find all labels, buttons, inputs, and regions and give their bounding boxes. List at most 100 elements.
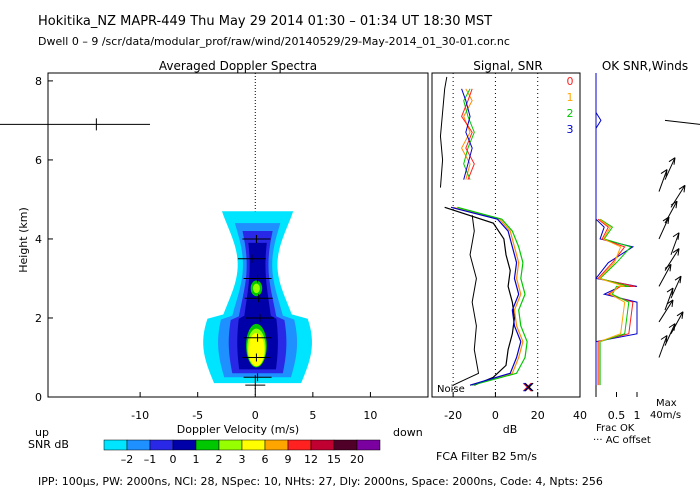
colorbar-swatch-8 — [287, 439, 312, 451]
wind-barb-shaft-13 — [664, 157, 676, 180]
series-label-2: 2 — [567, 107, 574, 120]
spectra-xtick-label-3: 5 — [309, 409, 316, 422]
wind-barb-shaft-12 — [658, 169, 668, 192]
wind-barb-shaft-3 — [658, 299, 674, 323]
colorbar-swatch-10 — [333, 439, 358, 451]
frac-ok-label: Frac OK — [596, 423, 635, 434]
ok-title: OK SNR,Winds — [602, 59, 688, 73]
spectra-ytick-label-2: 4 — [35, 233, 42, 246]
wind-barb-flag2-3 — [671, 299, 674, 307]
noise-label: Noise — [437, 384, 465, 395]
snr-title: Signal, SNR — [473, 59, 542, 73]
wind-barb-flag-12 — [660, 169, 668, 174]
colorbar-label: SNR dB — [28, 438, 69, 451]
noise-line — [452, 215, 480, 386]
wind-barb-flag2-9 — [667, 216, 670, 225]
frac-series-0 — [595, 73, 638, 386]
colorbar-tick-1: –1 — [144, 453, 157, 466]
spectra-panel: -10 -5 0 5 10 0 2 4 6 8 — [0, 72, 429, 422]
colorbar-swatch-3 — [172, 439, 197, 451]
snr-xtick-label-1: 0 — [492, 409, 499, 422]
footer-params: IPP: 100μs, PW: 2000ns, NCI: 28, NSpec: … — [38, 475, 603, 488]
noise-x-b-1 — [523, 382, 533, 392]
colorbar-swatch-2 — [149, 439, 174, 451]
wind-barb-flag2-8 — [677, 232, 680, 240]
colorbar-tick-0: –2 — [121, 453, 134, 466]
colorbar-swatch-6 — [241, 439, 266, 451]
colorbar-swatch-5 — [218, 439, 243, 451]
snr-upper-line-1 — [463, 88, 475, 180]
wind-barb-shaft-7 — [664, 248, 680, 271]
wind-barb-flag2-5 — [679, 276, 682, 284]
ok-top-line — [664, 119, 700, 125]
colorbar-swatch-4 — [195, 439, 220, 451]
spectra-xtick-label-2: 0 — [252, 409, 259, 422]
wind-barb-flag-0 — [660, 335, 668, 340]
wind-barb-flag2-12 — [665, 169, 668, 177]
wind-barb-flag2-7 — [677, 248, 680, 256]
up-label: up — [35, 426, 49, 439]
wind-barb-shaft-5 — [670, 276, 682, 299]
snr-upper-line-0 — [461, 88, 473, 180]
snr-xlabel: dB — [503, 423, 518, 436]
wind-barb-shaft-6 — [658, 264, 672, 287]
wind-barb-flag2-0 — [665, 335, 668, 343]
wind-barb-flag-8 — [672, 232, 680, 238]
ok-xtick-label-0: 0.5 — [608, 409, 626, 422]
filter-label: FCA Filter B2 5m/s — [436, 450, 537, 463]
wind-barb-flag2-6 — [669, 264, 672, 272]
colorbar-swatch-11 — [356, 439, 381, 451]
wind-barb-flag2-4 — [671, 288, 674, 296]
wind-barb-shaft-11 — [670, 185, 686, 208]
spectra-ytick-label-3: 6 — [35, 154, 42, 167]
snr-series-0 — [444, 206, 516, 386]
snr-upper-line-2 — [461, 88, 475, 180]
snr-series-3 — [450, 206, 522, 386]
colorbar-tick-6: 6 — [262, 453, 269, 466]
wind-barb-flag2-10 — [675, 201, 678, 209]
snr-colorbar: –2 –1 0 1 2 3 6 9 12 15 20 — [103, 439, 381, 466]
wind-barb-flag-13 — [668, 157, 676, 163]
colorbar-swatch-7 — [264, 439, 289, 451]
spectra-xlabel: Doppler Velocity (m/s) — [177, 423, 299, 436]
spectra-core-upper-lime — [252, 283, 260, 294]
frac-series-1 — [597, 218, 636, 386]
colorbar-tick-8: 12 — [304, 453, 318, 466]
spectra-xtick-label-0: -10 — [131, 409, 149, 422]
wind-barb-shaft-9 — [658, 216, 670, 240]
colorbar-tick-7: 9 — [285, 453, 292, 466]
colorbar-tick-9: 15 — [327, 453, 341, 466]
snr-upper-line-4 — [439, 76, 448, 188]
wind-barb-shaft-1 — [664, 323, 676, 346]
spectra-ylabel: Height (km) — [17, 207, 30, 273]
snr-panel: -20 0 20 40 — [431, 72, 587, 422]
wind-barb-flag-1 — [668, 323, 676, 329]
series-label-1: 1 — [567, 91, 574, 104]
wind-barb-flag-4 — [666, 287, 674, 293]
max-label: Max — [656, 398, 677, 409]
spectra-xtick-label-4: 10 — [363, 409, 377, 422]
snr-series-2 — [457, 206, 528, 386]
down-label: down — [393, 426, 423, 439]
ok-top-marker — [595, 112, 602, 129]
noise-x-b-0 — [522, 382, 532, 392]
wind-barb-shaft-8 — [670, 232, 680, 255]
wind-barb-flag2-2 — [681, 311, 684, 319]
ok-panel: 0.5 1 0 1 2 3 — [567, 73, 700, 422]
max-value: 40m/s — [650, 410, 681, 421]
series-label-3: 3 — [567, 123, 574, 136]
wind-barb-flag-7 — [672, 248, 680, 253]
wind-barb-shaft-2 — [670, 311, 684, 335]
wind-barb-shaft-0 — [658, 335, 668, 358]
spectra-xtick-label-1: -5 — [192, 409, 203, 422]
ac-offset-label: ··· AC offset — [593, 435, 651, 446]
snr-xtick-label-0: -20 — [444, 409, 462, 422]
colorbar-tick-3: 1 — [193, 453, 200, 466]
snr-frame — [431, 72, 581, 398]
spectra-ytick-label-1: 2 — [35, 312, 42, 325]
wind-barb-flag-5 — [674, 275, 682, 281]
snr-upper-line-3 — [461, 88, 473, 180]
spectra-title: Averaged Doppler Spectra — [159, 59, 317, 73]
frac-series-3 — [598, 218, 626, 386]
